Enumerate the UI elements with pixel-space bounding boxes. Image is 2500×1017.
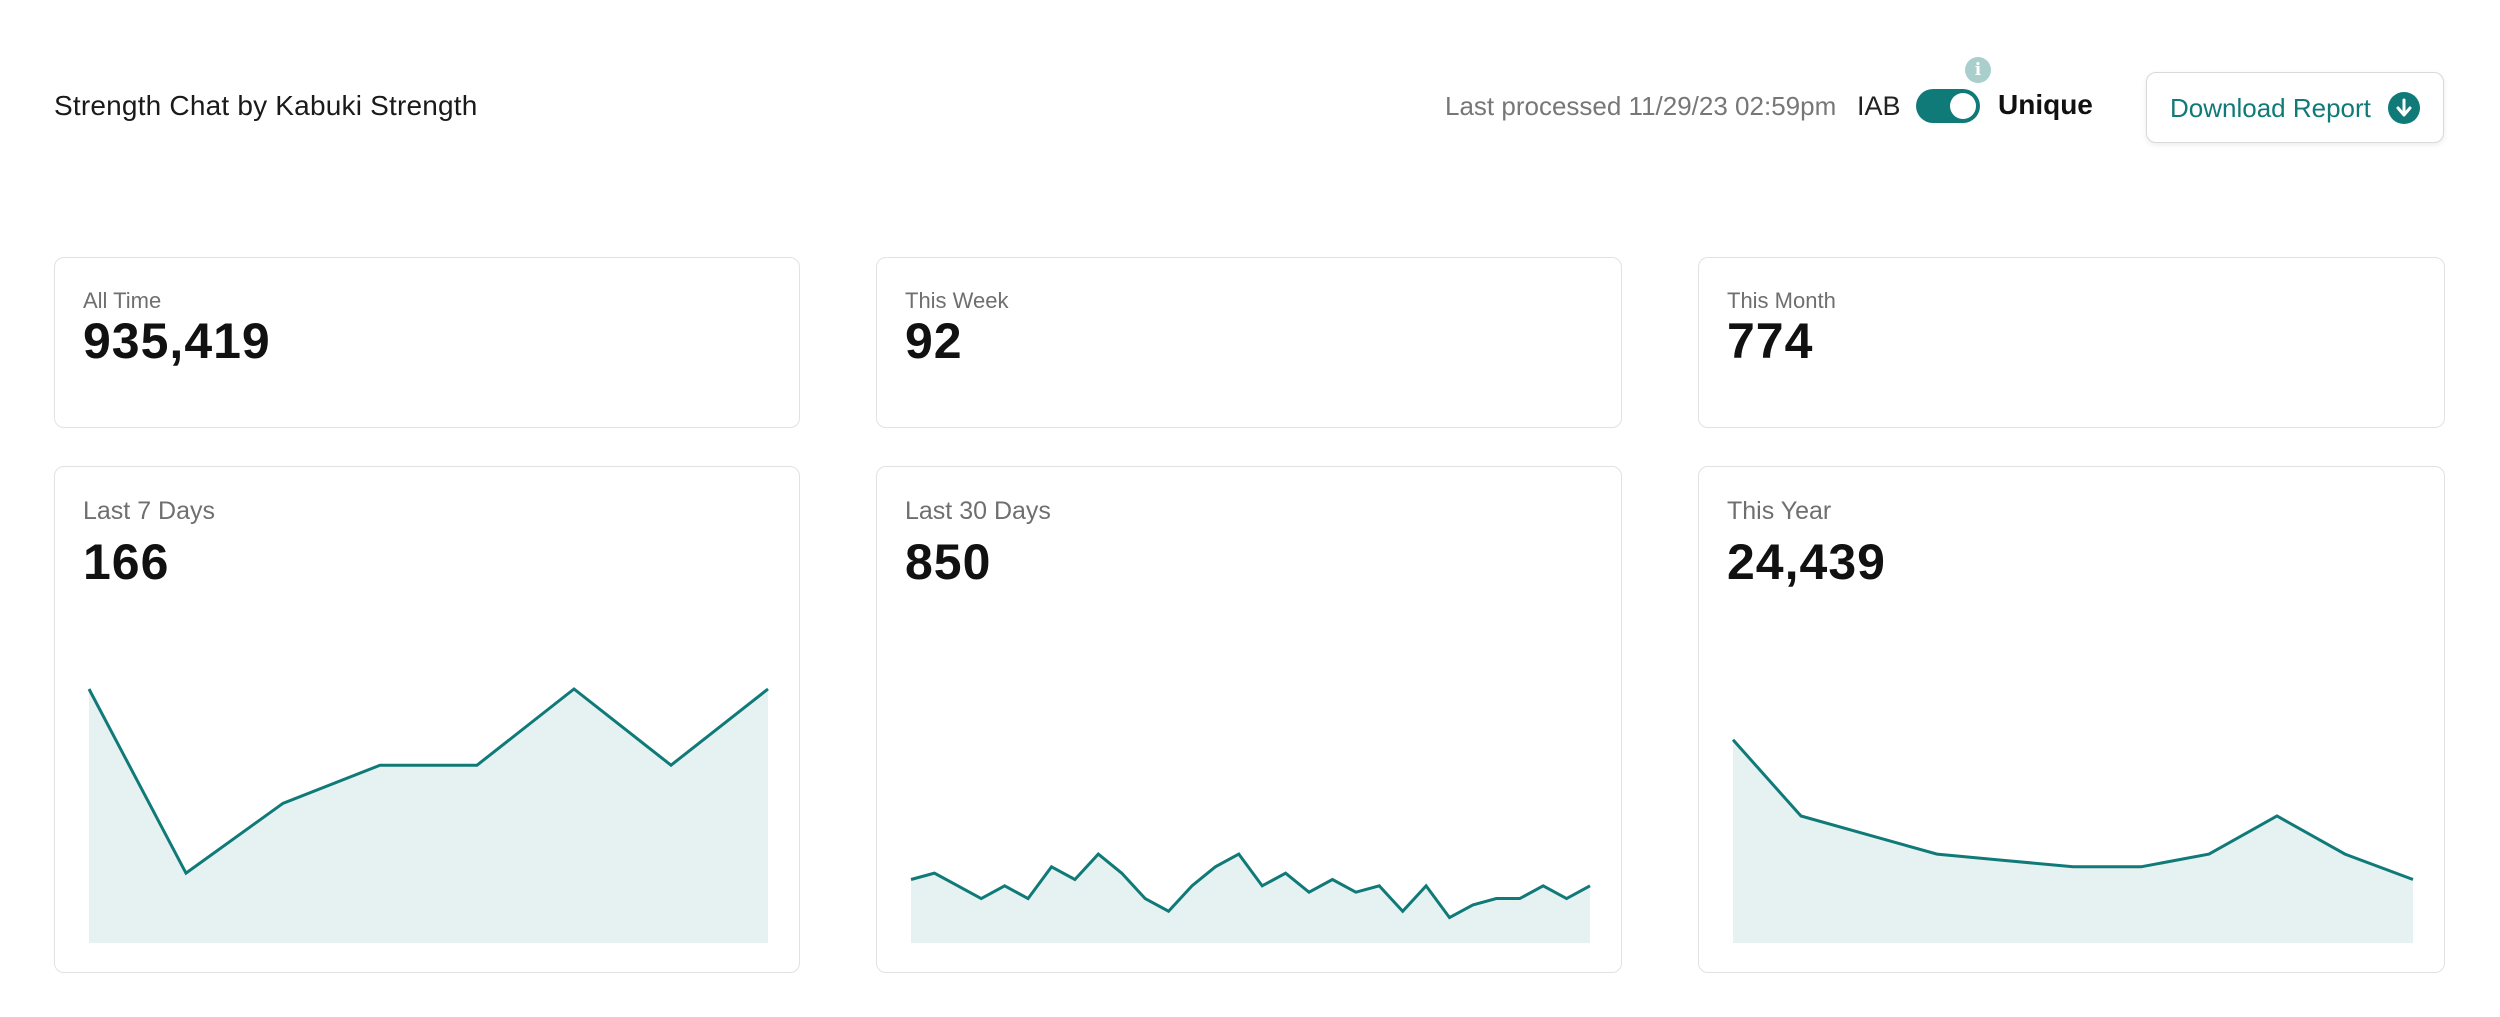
sparkline-chart-last-30-days xyxy=(910,852,1591,943)
trend-value: 24,439 xyxy=(1727,534,1886,590)
page-title: Strength Chat by Kabuki Strength xyxy=(54,90,478,121)
trend-label: Last 30 Days xyxy=(905,497,1051,525)
info-icon[interactable]: i xyxy=(1965,57,1991,83)
download-report-label: Download Report xyxy=(2170,93,2371,123)
iab-unique-toggle[interactable] xyxy=(1916,89,1980,123)
stat-label: All Time xyxy=(83,288,162,313)
stat-card-this-month: This Month 774 xyxy=(1698,257,2445,428)
trend-value: 166 xyxy=(83,534,170,590)
sparkline-line xyxy=(1731,738,2414,881)
stat-value: 935,419 xyxy=(83,313,271,369)
sparkline-area xyxy=(1733,739,2413,943)
trend-card-last-30-days: Last 30 Days 850 xyxy=(876,466,1622,973)
stat-label: This Week xyxy=(905,288,1009,313)
toggle-right-label: Unique xyxy=(1998,89,2093,120)
trend-value: 850 xyxy=(905,534,992,590)
toggle-knob xyxy=(1950,93,1976,119)
stat-card-this-week: This Week 92 xyxy=(876,257,1622,428)
stat-value: 92 xyxy=(905,313,963,369)
download-arrow-icon xyxy=(2388,92,2420,124)
sparkline-line xyxy=(87,687,769,876)
sparkline-chart-last-7-days xyxy=(87,687,769,943)
trend-card-this-year: This Year 24,439 xyxy=(1698,466,2445,973)
stat-value: 774 xyxy=(1727,313,1814,369)
sparkline-area xyxy=(89,689,768,943)
trend-label: This Year xyxy=(1727,497,1832,525)
stat-card-all-time: All Time 935,419 xyxy=(54,257,800,428)
sparkline-area xyxy=(911,854,1590,943)
trend-label: Last 7 Days xyxy=(83,497,216,525)
sparkline-line xyxy=(910,852,1591,920)
sparkline-chart-this-year xyxy=(1731,738,2414,943)
download-report-button[interactable]: Download Report xyxy=(2146,72,2444,143)
toggle-left-label: IAB xyxy=(1857,91,1901,121)
last-processed-text: Last processed 11/29/23 02:59pm xyxy=(1445,91,1837,121)
trend-card-last-7-days: Last 7 Days 166 xyxy=(54,466,800,973)
stat-label: This Month xyxy=(1727,288,1836,313)
